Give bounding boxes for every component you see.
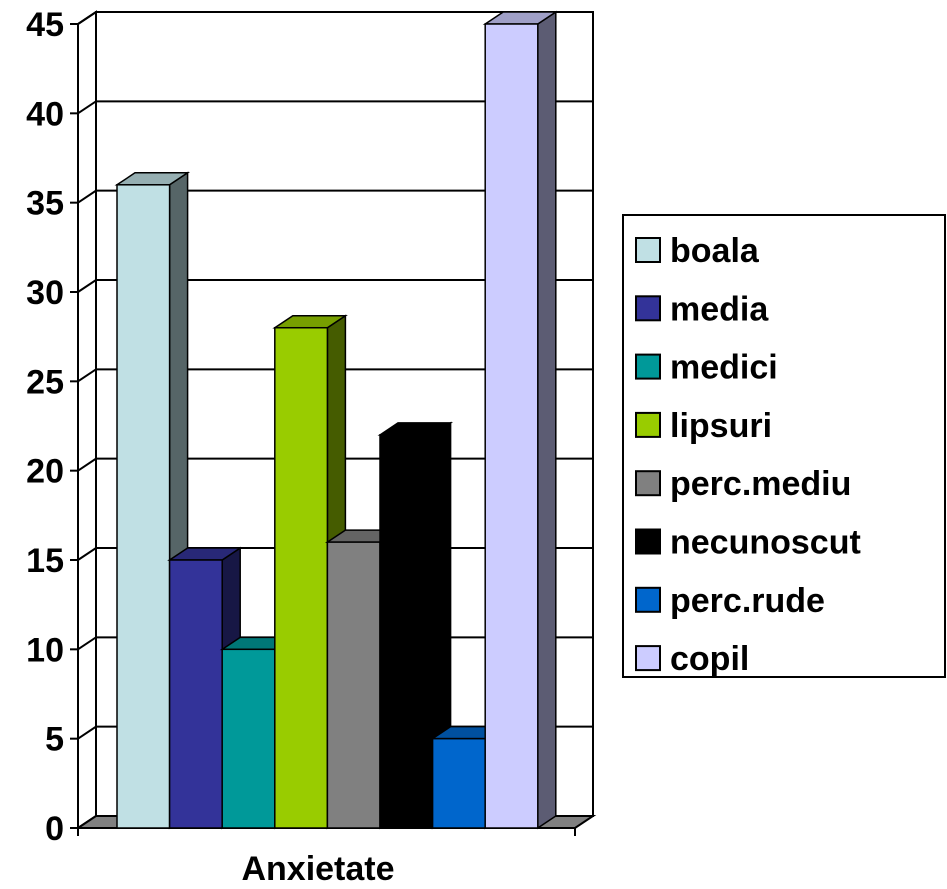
legend-swatch xyxy=(635,586,661,613)
bar-front-face xyxy=(168,559,223,829)
legend-label: medici xyxy=(670,349,778,387)
gridline xyxy=(77,279,593,293)
bar-front-face xyxy=(431,737,486,829)
legend-label: copil xyxy=(670,640,749,678)
gridline xyxy=(77,11,593,25)
x-axis: Anxietate xyxy=(77,827,576,888)
bar-copil xyxy=(482,10,559,830)
y-tick-label: 35 xyxy=(26,185,64,223)
legend-label: lipsuri xyxy=(670,407,772,445)
legend-swatch xyxy=(635,470,661,497)
y-tick-label: 25 xyxy=(26,363,64,401)
legend-swatch xyxy=(635,237,661,263)
y-ticks: 0 5 10 15 20 25 30 35 40 45 xyxy=(26,6,78,848)
legend-swatch xyxy=(635,295,661,322)
side-wall xyxy=(77,10,97,830)
legend: boala media medici lipsuri perc.mediu necunos… xyxy=(622,214,946,678)
y-tick-label: 20 xyxy=(26,453,64,491)
gridline xyxy=(77,189,593,204)
y-tick-label: 10 xyxy=(26,631,64,669)
legend-swatch xyxy=(635,353,661,380)
gridline xyxy=(77,100,593,115)
legend-items: boala media medici lipsuri perc.mediu necunos… xyxy=(635,232,861,678)
bar-front-face xyxy=(326,541,381,829)
legend-swatch xyxy=(635,528,661,555)
bar-front-face xyxy=(484,23,539,829)
y-tick-label: 40 xyxy=(26,95,64,133)
legend-label: perc.mediu xyxy=(670,465,851,503)
bar-front-face xyxy=(221,648,276,829)
bar-front-face xyxy=(116,184,171,829)
bars xyxy=(114,10,559,830)
y-tick-label: 30 xyxy=(26,274,64,312)
y-tick-label: 45 xyxy=(26,6,64,44)
legend-box xyxy=(622,214,946,678)
bar-front-face xyxy=(379,434,434,829)
bar-necunoscut xyxy=(377,421,454,830)
gridline xyxy=(77,368,593,383)
legend-label: perc.rude xyxy=(670,582,825,620)
x-category-label: Anxietate xyxy=(241,850,394,888)
y-axis: 0 5 10 15 20 25 30 35 40 45 xyxy=(26,6,79,848)
legend-label: media xyxy=(670,290,769,328)
bar-front-face xyxy=(274,326,329,829)
y-tick-label: 0 xyxy=(45,810,64,848)
bar-side-face xyxy=(537,10,557,830)
y-tick-label: 5 xyxy=(45,721,64,759)
legend-label: necunoscut xyxy=(670,524,861,562)
legend-swatch xyxy=(635,411,661,438)
legend-label: boala xyxy=(670,232,760,270)
y-tick-label: 15 xyxy=(26,542,64,580)
legend-swatch xyxy=(635,645,661,672)
